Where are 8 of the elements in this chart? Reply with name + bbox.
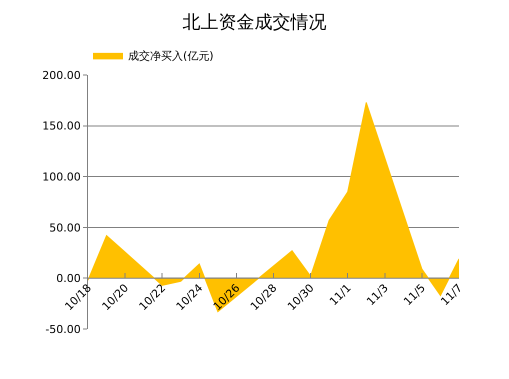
legend-label: 成交净买入(亿元) [128,50,214,63]
y-tick-label: 200.00 [42,68,81,82]
y-tick-label: -50.00 [45,322,81,336]
y-tick-label: 50.00 [49,221,81,234]
chart-title: 北上资金成交情况 [182,12,326,33]
y-tick-label: 0.00 [56,272,81,286]
y-tick-label: 100.00 [42,170,81,184]
y-tick-label: 150.00 [42,120,81,133]
